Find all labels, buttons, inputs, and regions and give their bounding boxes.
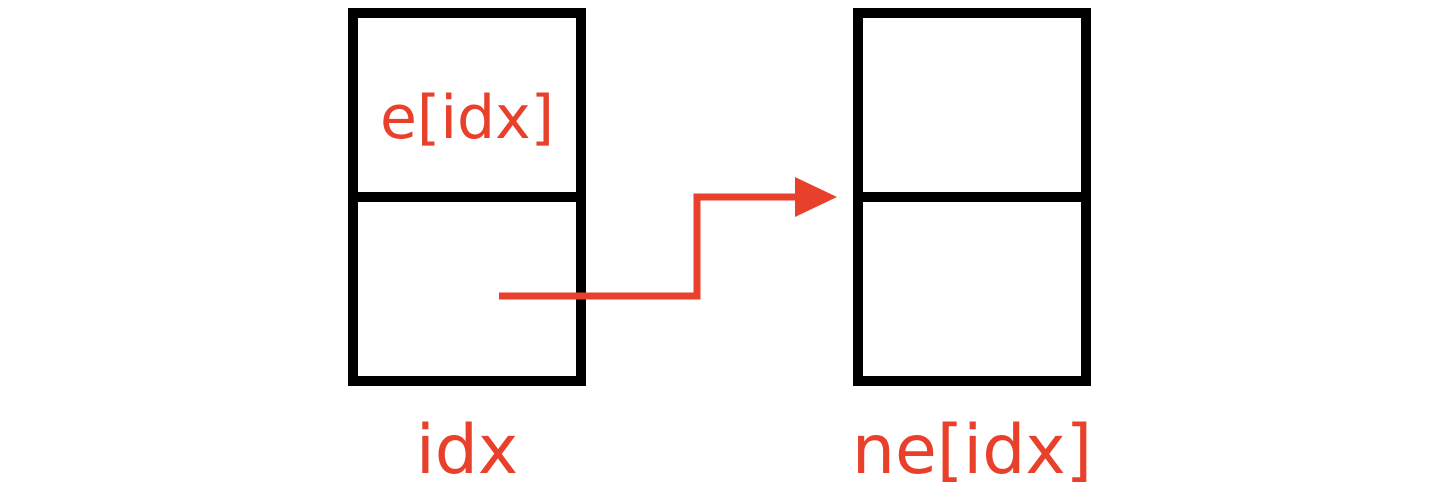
left-node: e[idx] [348,8,586,386]
next-pointer-arrow [499,177,837,300]
next-pointer-line [499,193,800,300]
next-pointer-arrowhead [795,177,837,217]
left-node-value-label: e[idx] [380,83,554,153]
left-node-index-label: idx [416,411,518,489]
right-node [853,8,1091,386]
right-node-index-label: ne[idx] [852,411,1092,489]
